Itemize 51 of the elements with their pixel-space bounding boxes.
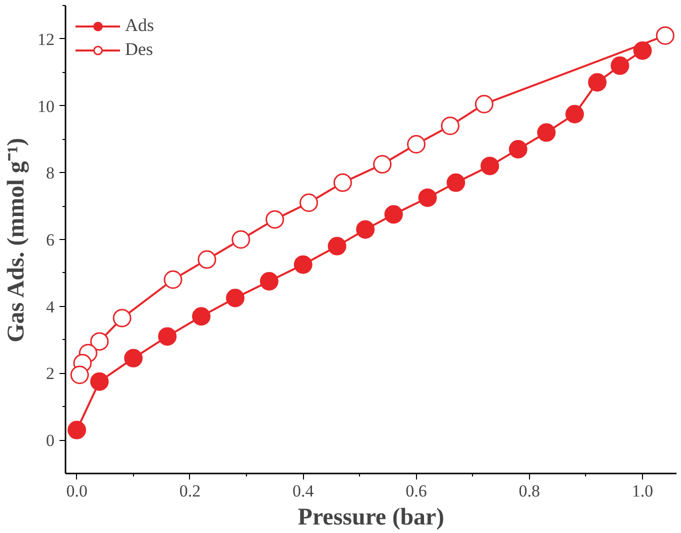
point <box>446 173 466 192</box>
y-tick-label: 4 <box>46 297 55 316</box>
x-tick-label: 0.6 <box>406 482 427 500</box>
y-tick-label: 12 <box>38 30 54 49</box>
x-tick-label: 0.4 <box>292 482 314 500</box>
point <box>266 210 284 229</box>
point <box>112 308 132 328</box>
point <box>508 140 528 158</box>
point <box>226 288 244 308</box>
point <box>407 134 426 154</box>
point <box>333 173 352 192</box>
point <box>633 41 652 60</box>
x-tick-label: 0.0 <box>66 482 88 500</box>
y-axis-title: Gas Ads. (mmol g⁻¹) <box>4 138 30 342</box>
point <box>328 236 346 256</box>
point <box>610 56 630 75</box>
point <box>418 188 437 207</box>
point <box>480 156 500 176</box>
y-tick-label: 0 <box>46 431 54 450</box>
point <box>384 205 403 224</box>
point <box>90 332 109 351</box>
y-tick-label: 8 <box>46 164 54 183</box>
point <box>588 73 607 92</box>
y-tick-label: 2 <box>46 364 54 384</box>
point <box>70 366 89 384</box>
point <box>565 104 584 124</box>
point <box>198 250 216 269</box>
point <box>158 327 177 346</box>
point <box>124 348 143 368</box>
y-tick-label: 6 <box>46 230 54 250</box>
legend-label: Ads <box>125 15 154 36</box>
x-tick-label: 0.2 <box>179 482 201 500</box>
x-axis-title: Pressure (bar) <box>298 504 444 530</box>
point <box>373 155 392 174</box>
point <box>164 270 182 289</box>
point <box>537 123 556 142</box>
point <box>260 272 278 291</box>
x-tick-label: 0.8 <box>518 482 540 500</box>
point <box>656 26 674 45</box>
y-tick-label: 10 <box>38 96 54 116</box>
point <box>68 420 86 440</box>
point <box>90 372 109 391</box>
point <box>474 94 494 114</box>
point <box>294 255 312 274</box>
x-tick-label: 1.0 <box>632 482 654 500</box>
point <box>440 116 460 136</box>
point <box>232 230 250 249</box>
point <box>356 220 375 239</box>
legend-label: Des <box>125 39 153 60</box>
point <box>300 193 318 212</box>
point <box>192 307 211 326</box>
